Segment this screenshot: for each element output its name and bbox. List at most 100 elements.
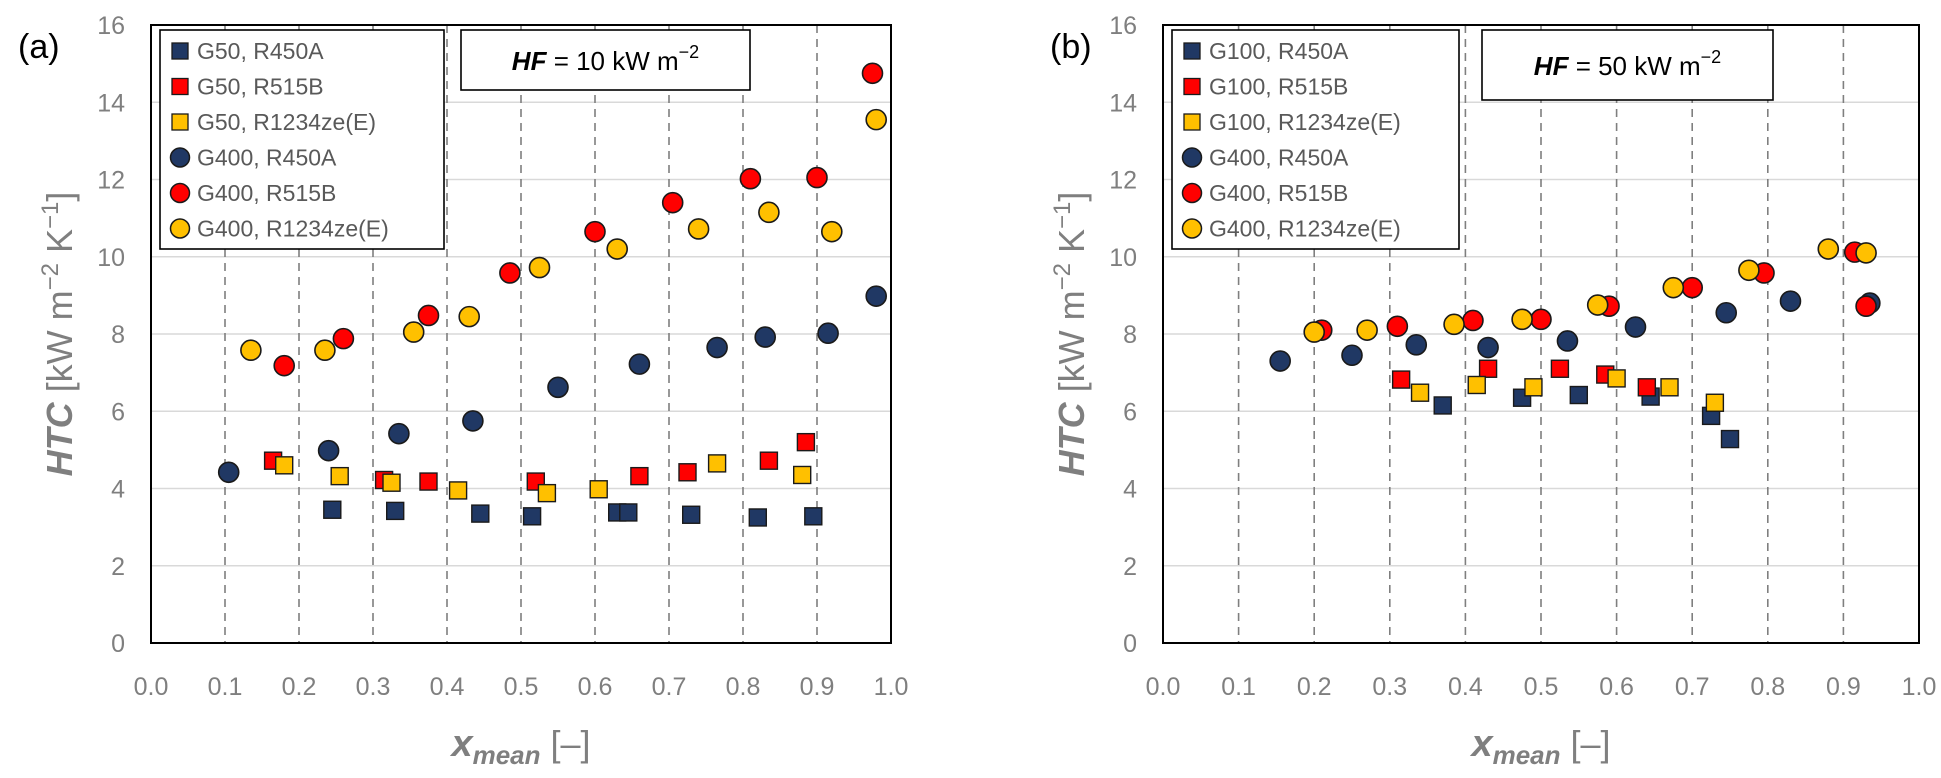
data-point-circle [402, 321, 425, 343]
x-tick-label: 0.7 [1675, 673, 1710, 701]
data-point-circle [754, 326, 777, 348]
data-point-square [382, 473, 401, 492]
data-point-circle [273, 354, 296, 377]
data-point-square [630, 466, 649, 486]
x-tick-label: 1.0 [1902, 673, 1937, 701]
data-point-circle [1556, 330, 1579, 352]
data-point-square [1467, 375, 1486, 395]
data-point-circle [1624, 316, 1647, 338]
y-tick-label: 4 [111, 476, 125, 504]
data-point-circle [458, 305, 481, 328]
x-tick-label: 0.2 [282, 673, 317, 701]
x-tick-label: 0.7 [652, 673, 687, 701]
series-g400-r515b [273, 62, 884, 377]
data-point-square [1391, 370, 1411, 389]
data-point-circle [1530, 308, 1552, 331]
data-point-circle [687, 218, 710, 240]
data-point-circle [417, 304, 440, 327]
x-tick-label: 0.3 [1372, 673, 1407, 701]
chart-panel-a: 0 2 4 6 8 10 12 14 16 0.0 0.1 0.2 0.3 0.4 0.5 0.6 0.7 0.8… [18, 12, 908, 770]
data-point-square [748, 508, 767, 527]
y-axis-title-main: HTC [39, 401, 80, 476]
x-tick-label: 0.2 [1297, 673, 1332, 701]
data-point-circle [1855, 242, 1877, 264]
data-point-square [1607, 369, 1626, 388]
legend-label: G100, R450A [1209, 38, 1349, 64]
x-axis-title: xmean [–] [449, 723, 590, 770]
data-point-square [522, 507, 542, 526]
data-point-square [1705, 393, 1725, 412]
hf-annotation: HF = 10 kW m−2 [460, 29, 751, 91]
x-tick-label: 0.8 [1750, 673, 1785, 701]
chart-panel-b: 0 2 4 6 8 10 12 14 16 0.0 0.1 0.2 0.3 0.4 0.5 0.6 0.7 0.8… [1049, 12, 1936, 770]
data-point-circle [1405, 334, 1428, 356]
x-axis-title: xmean [–] [1469, 723, 1610, 770]
y-axis-title-unit: [kW m [1051, 290, 1092, 402]
data-point-circle [820, 220, 843, 243]
data-point-circle [1269, 350, 1291, 372]
data-point-square [386, 501, 405, 521]
series-g50-r450a [323, 500, 823, 527]
y-tick-label: 10 [97, 244, 125, 272]
legend-label: G50, R1234ze(E) [197, 109, 376, 135]
hf-annotation-label: HF [512, 46, 548, 76]
series-g400-r450a [217, 285, 888, 484]
data-point-circle [317, 439, 340, 462]
data-point-circle [528, 256, 551, 279]
y-tick-label: 16 [1109, 12, 1137, 40]
y-tick-label: 6 [111, 398, 125, 426]
data-point-circle [1356, 319, 1378, 341]
legend-box [159, 29, 445, 250]
hf-annotation-exp: −2 [1701, 47, 1722, 67]
y-tick-label: 16 [97, 12, 125, 40]
plot-area-border [150, 24, 892, 644]
legend-marker-square [1183, 77, 1201, 96]
data-point-circle [817, 322, 839, 345]
hf-annotation-text: HF = 50 kW m−2 [1534, 47, 1721, 81]
data-point-circle [1738, 259, 1760, 282]
y-tick-label: 4 [1123, 476, 1137, 504]
data-point-square [448, 481, 468, 500]
data-point-square [678, 463, 697, 482]
legend-marker-square [171, 77, 189, 96]
data-point-square [796, 432, 816, 452]
x-tick-label: 0.1 [208, 673, 243, 701]
data-point-circle [1779, 290, 1802, 312]
x-tick-label: 0.0 [134, 673, 169, 701]
y-axis-title-exp: −1 [1049, 202, 1076, 229]
y-axis-title-exp: −2 [37, 263, 64, 290]
hf-annotation-label: HF [1534, 51, 1570, 81]
data-point-circle [606, 238, 629, 260]
y-tick-label: 10 [1109, 244, 1137, 272]
legend-label: G100, R1234ze(E) [1209, 109, 1401, 135]
data-point-square [804, 507, 823, 526]
panel-label: (a) [18, 28, 60, 66]
data-point-square [275, 456, 294, 475]
data-point-circle [1477, 336, 1499, 359]
data-point-circle [739, 167, 762, 190]
data-point-square [793, 465, 812, 485]
data-point-circle [462, 410, 484, 432]
data-point-circle [499, 262, 521, 284]
series-g100-r1234ze-e- [1410, 369, 1725, 412]
x-tick-label: 0.4 [430, 673, 465, 701]
y-tick-label: 0 [1123, 630, 1137, 658]
data-point-circle [1462, 309, 1484, 332]
legend: G50, R450A G50, R515B G50, R1234ze(E) G400,… [159, 29, 445, 250]
data-point-square [1410, 383, 1430, 402]
x-tick-label: 0.0 [1146, 673, 1181, 701]
hf-annotation-exp: −2 [679, 42, 700, 62]
hf-annotation-value: = 10 kW m [546, 46, 678, 76]
data-point-square [330, 466, 349, 486]
hf-annotation-value: = 50 kW m [1568, 51, 1700, 81]
data-point-square [1550, 359, 1570, 378]
legend-marker-circle [1181, 147, 1203, 168]
legend-marker-circle [169, 147, 191, 168]
legend-label: G100, R515B [1209, 74, 1348, 100]
y-tick-label: 0 [111, 630, 125, 658]
legend-label: G400, R450A [1209, 145, 1349, 171]
y-axis-title-unit: K [39, 229, 80, 263]
hf-annotation: HF = 50 kW m−2 [1481, 29, 1774, 101]
legend: G100, R450A G100, R515B G100, R1234ze(E) G4… [1171, 29, 1460, 250]
